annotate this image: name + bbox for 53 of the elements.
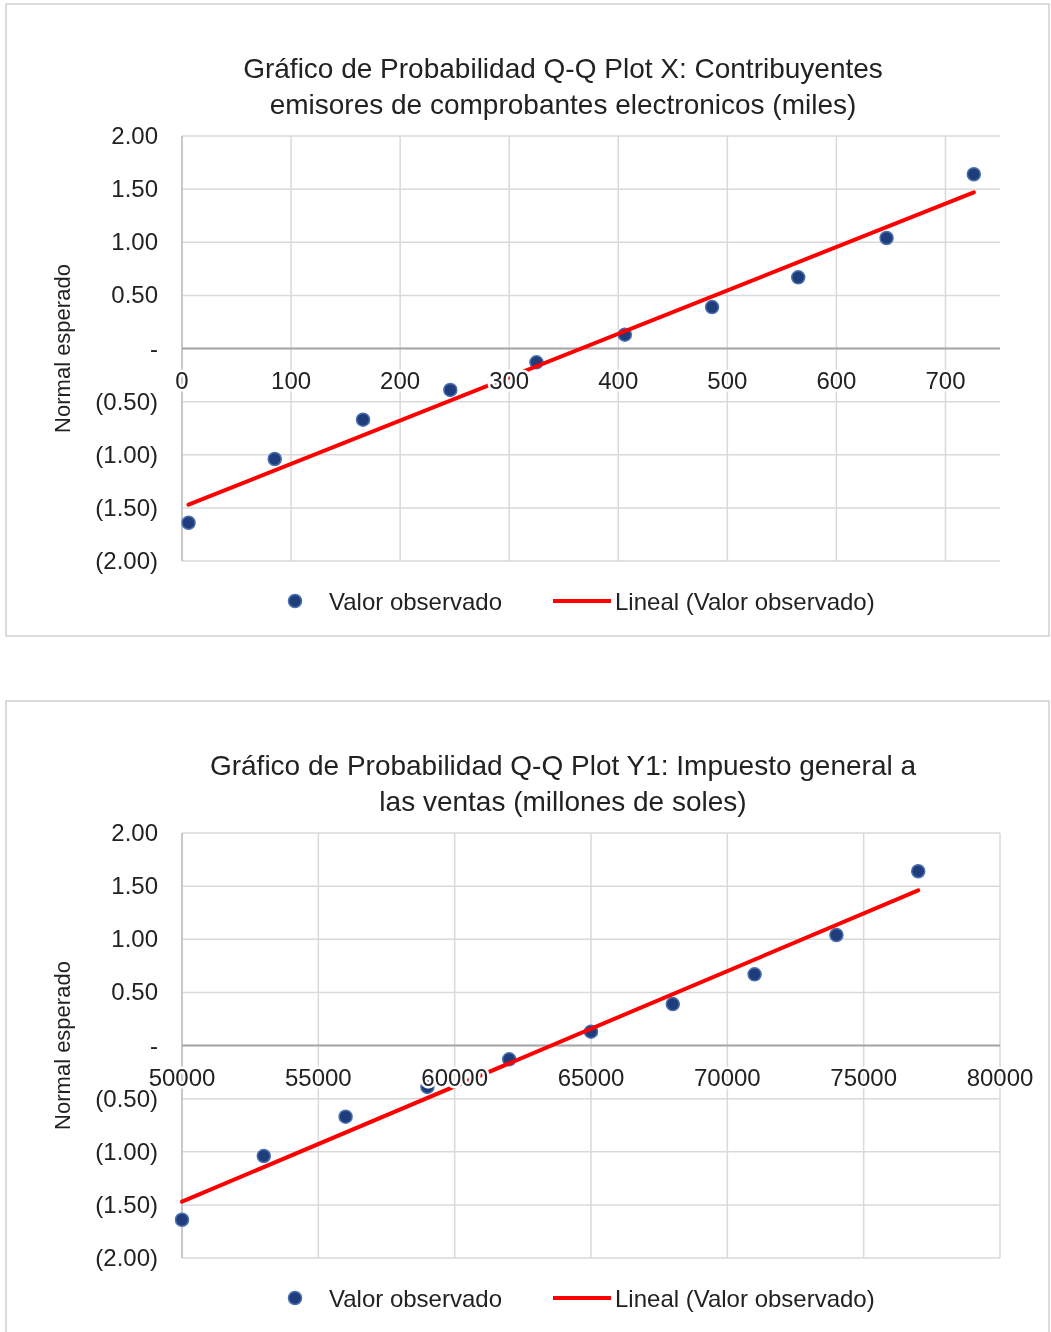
point — [338, 1109, 353, 1124]
y-tick-label: 1.00 — [111, 925, 158, 953]
y-axis-title: Normal esperado — [50, 961, 75, 1130]
y-tick-label: - — [150, 334, 158, 362]
x-tick-label: 70000 — [693, 1063, 761, 1091]
point — [747, 967, 762, 982]
point — [829, 927, 844, 943]
chart-title: Gráfico de Probabilidad Q-Q Plot Y1: Impuesto general a las ventas (millones de soles) — [209, 750, 917, 817]
point — [665, 996, 681, 1012]
x-tick-label: 100 — [271, 366, 312, 394]
point — [181, 515, 196, 530]
legend-label: Lineal (Valor observado) — [615, 1285, 875, 1312]
y-tick-label: (1.00) — [95, 1137, 158, 1165]
point — [910, 864, 926, 879]
y-tick-label: (0.50) — [95, 387, 158, 415]
y-tick-label: (1.50) — [95, 1190, 158, 1218]
x-tick-label: 500 — [707, 366, 748, 394]
point — [355, 412, 371, 427]
point — [267, 451, 282, 467]
x-tick-label: 65000 — [557, 1063, 625, 1091]
x-tick-label: 55000 — [284, 1063, 352, 1091]
point — [790, 270, 806, 285]
chart-title: Gráfico de Probabilidad Q-Q Plot X: Contribuyentes emisores de comprobantes electronicos (miles) — [243, 53, 883, 120]
y-tick-label: 2.00 — [111, 122, 158, 149]
y-tick-label: 1.50 — [111, 872, 158, 900]
x-tick-label: 50000 — [148, 1063, 216, 1091]
x-tick-label: 0 — [175, 366, 189, 394]
y-tick-label: (2.00) — [95, 547, 158, 574]
y-tick-label: - — [150, 1031, 158, 1059]
point — [256, 1148, 272, 1164]
legend-label: Valor observado — [329, 1285, 502, 1312]
point — [966, 167, 982, 182]
x-tick-label: 80000 — [966, 1063, 1034, 1091]
point — [174, 1212, 190, 1227]
point — [704, 299, 720, 315]
x-tick-label: 75000 — [830, 1063, 898, 1091]
legend-label: Lineal (Valor observado) — [615, 588, 875, 615]
x-tick-label: 700 — [925, 366, 966, 394]
y-axis-title: Normal esperado — [50, 264, 75, 433]
y-tick-label: 1.50 — [111, 175, 158, 203]
y-tick-label: 1.00 — [111, 228, 158, 256]
y-tick-label: (1.00) — [95, 440, 158, 468]
y-tick-label: 0.50 — [111, 281, 158, 309]
y-tick-label: (2.00) — [95, 1244, 158, 1271]
point — [879, 230, 894, 246]
x-tick-label: 200 — [380, 366, 421, 394]
y-tick-label: 2.00 — [111, 819, 158, 846]
y-tick-label: 0.50 — [111, 978, 158, 1006]
y-tick-label: (1.50) — [95, 493, 158, 521]
x-tick-label: 600 — [816, 366, 857, 394]
x-tick-label: 400 — [598, 366, 639, 394]
legend-label: Valor observado — [329, 588, 502, 615]
point — [443, 382, 458, 398]
